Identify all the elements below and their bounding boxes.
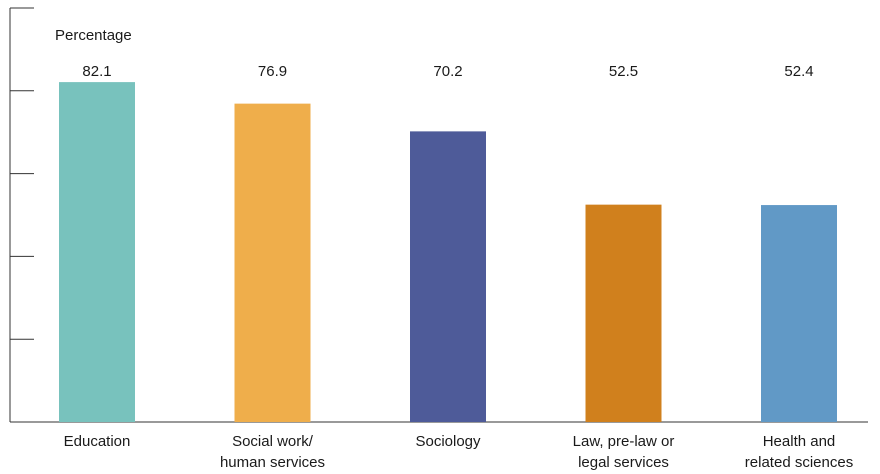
value-labels: 82.1 76.9 70.2 52.5 52.4 (82, 63, 813, 80)
bar (410, 131, 486, 422)
bar-value-label: 76.9 (258, 63, 287, 80)
bar-value-label: 52.5 (609, 63, 638, 80)
bar (234, 103, 311, 422)
bar (761, 205, 837, 422)
bar-value-label: 52.4 (784, 63, 813, 80)
bar (585, 204, 662, 422)
bar-value-label: 70.2 (433, 63, 462, 80)
category-label: related sciences (745, 454, 853, 471)
category-label: Social work/ (232, 433, 314, 450)
category-label: Law, pre-law or (573, 433, 675, 450)
category-labels: Education Social work/human services Socio… (64, 433, 854, 471)
bars (59, 82, 837, 422)
category-label: human services (220, 454, 325, 471)
category-label: Sociology (415, 433, 481, 450)
y-axis-label: Percentage (55, 27, 132, 44)
bar (59, 82, 135, 422)
bar-value-label: 82.1 (82, 63, 111, 80)
category-label: Education (64, 433, 131, 450)
category-label: Health and (763, 433, 836, 450)
category-label: legal services (578, 454, 669, 471)
